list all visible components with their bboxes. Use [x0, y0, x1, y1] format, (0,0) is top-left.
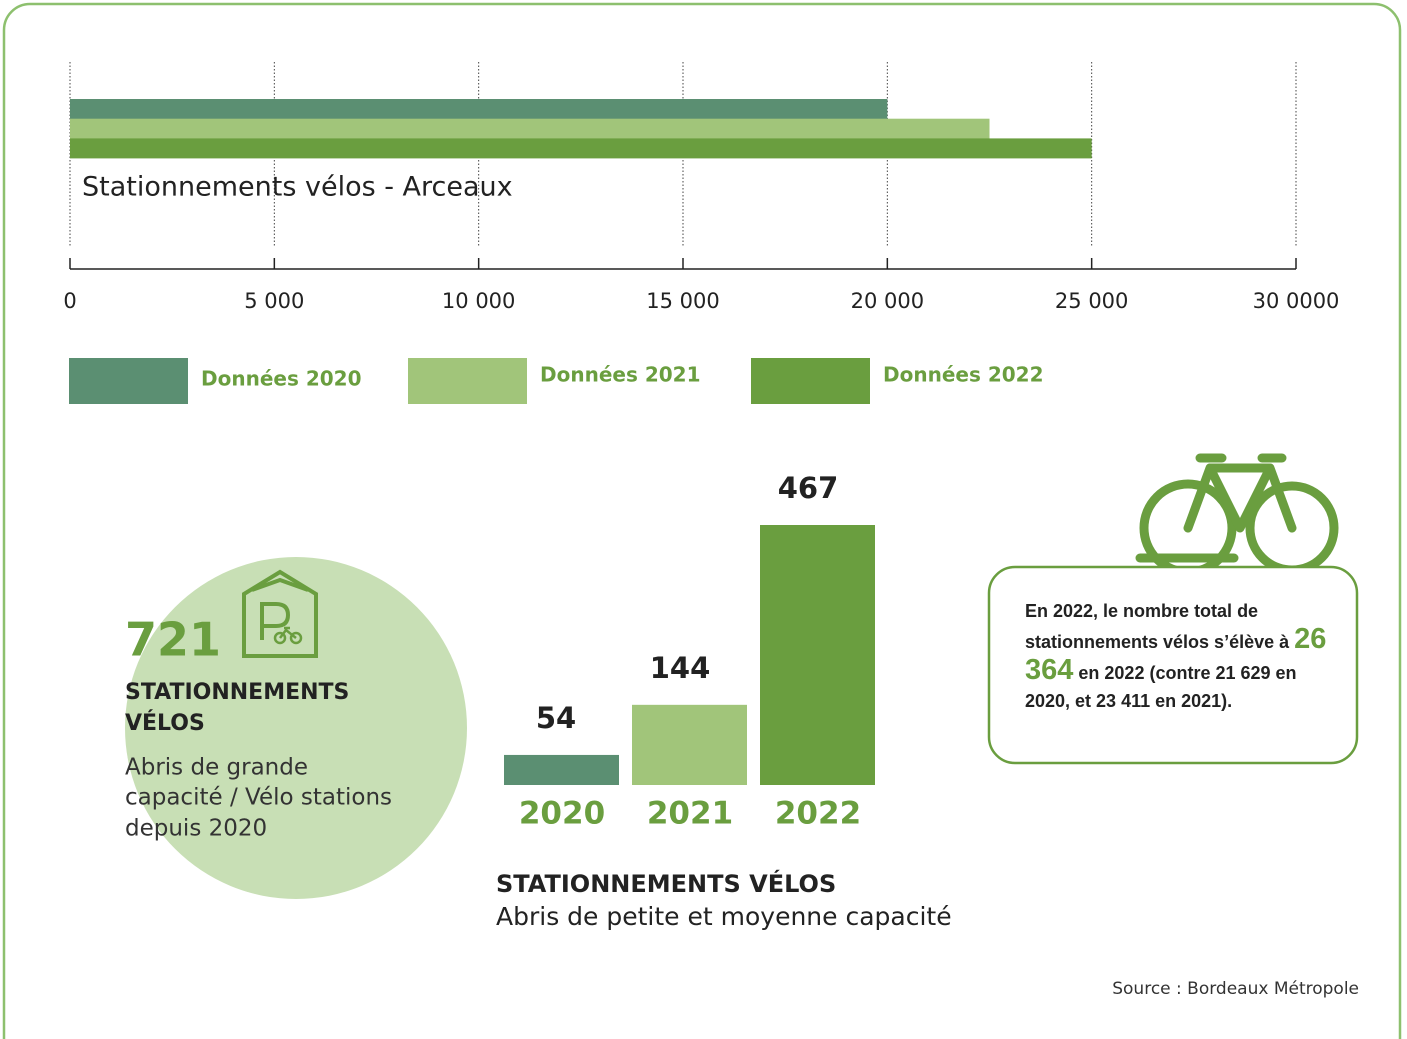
bar	[70, 118, 990, 139]
x-tick-label: 0	[63, 289, 76, 313]
x-tick-label: 20 000	[851, 289, 924, 313]
callout-box	[987, 565, 1359, 765]
x-tick-label: 2022	[775, 796, 861, 832]
stat-label: STATIONNEMENTS	[125, 680, 349, 705]
parking-icon	[242, 569, 318, 658]
source: Source : Bordeaux Métropole	[1112, 979, 1359, 999]
chart-title: STATIONNEMENTS VÉLOS	[496, 869, 836, 898]
category-label: Stationnements vélos - Arceaux	[82, 172, 513, 203]
bar	[70, 138, 1092, 159]
legend-swatch	[751, 358, 870, 404]
x-tick-label: 5 000	[244, 289, 304, 313]
value-label: 467	[778, 471, 839, 505]
bar	[504, 754, 619, 785]
legend-swatch	[69, 358, 188, 404]
legend-swatch	[408, 358, 527, 404]
stat-label: VÉLOS	[125, 710, 205, 736]
callout-text: En 2022, le nombre total de stationnemen…	[1025, 597, 1343, 715]
x-tick-label: 15 000	[646, 289, 719, 313]
bar	[760, 525, 875, 785]
legend-label: Données 2021	[540, 363, 700, 387]
x-tick-label: 25 000	[1055, 289, 1128, 313]
stat-circle	[125, 557, 467, 899]
legend-label: Données 2020	[201, 367, 361, 391]
callout-highlight: 26 364	[1025, 623, 1327, 686]
legend-label: Données 2022	[883, 363, 1043, 387]
value-label: 144	[650, 651, 711, 685]
callout-after: en 2022 (contre 21 629 en 2020, et 23 41…	[1025, 663, 1297, 711]
x-tick-label: 30 0000	[1253, 289, 1340, 313]
bicycle-icon	[1135, 453, 1339, 577]
stat-description: depuis 2020	[125, 816, 267, 842]
stat-description: Abris de grande	[125, 755, 308, 781]
stat-description: capacité / Vélo stations	[125, 785, 392, 811]
bar	[70, 99, 888, 119]
callout-before: En 2022, le nombre total de stationnemen…	[1025, 601, 1290, 652]
value-label: 54	[536, 701, 576, 735]
x-tick-label: 2021	[647, 796, 733, 832]
x-tick-label: 10 000	[442, 289, 515, 313]
x-tick-label: 2020	[519, 796, 605, 832]
stat-value: 721	[125, 613, 221, 667]
bar	[632, 704, 747, 785]
chart-subtitle: Abris de petite et moyenne capacité	[496, 902, 952, 931]
